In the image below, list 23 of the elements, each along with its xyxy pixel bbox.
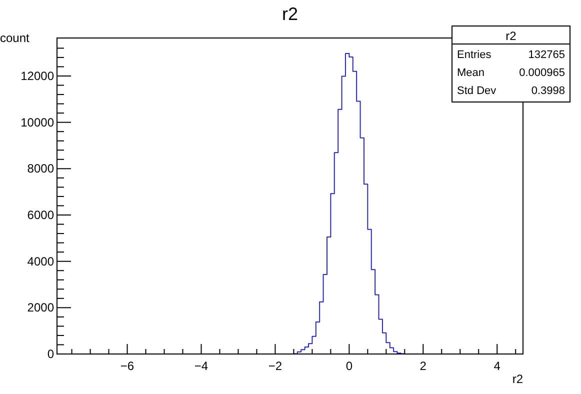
y-tick-label: 8000 bbox=[27, 162, 54, 176]
annotation: Std Dev bbox=[457, 85, 497, 97]
x-tick-label: −2 bbox=[268, 359, 282, 373]
x-tick-label: 2 bbox=[420, 359, 427, 373]
text: 132765 bbox=[528, 49, 565, 61]
text: 0.3998 bbox=[531, 85, 565, 97]
x-tick-label: 0 bbox=[346, 359, 353, 373]
y-tick-label: 2000 bbox=[27, 300, 54, 315]
y-tick-label: 4000 bbox=[27, 254, 54, 268]
x-tick-label: −6 bbox=[120, 359, 134, 373]
x-tick-label: −4 bbox=[194, 359, 208, 373]
annotation: Mean bbox=[457, 67, 485, 79]
x-tick-label: 4 bbox=[494, 359, 501, 373]
annotation: 0.000965 bbox=[519, 67, 565, 79]
x-axis-title: r2 bbox=[512, 372, 524, 386]
y-tick-label: 12000 bbox=[20, 68, 54, 83]
y-axis-title: count bbox=[0, 31, 30, 45]
annotation: Entries bbox=[457, 49, 492, 61]
y-tick-label: 10000 bbox=[20, 115, 54, 130]
y-tick-label: 6000 bbox=[27, 208, 54, 222]
annotation: r2 bbox=[506, 29, 517, 43]
chart-title: r2 bbox=[282, 4, 298, 24]
y-tick-label: 0 bbox=[47, 347, 54, 361]
